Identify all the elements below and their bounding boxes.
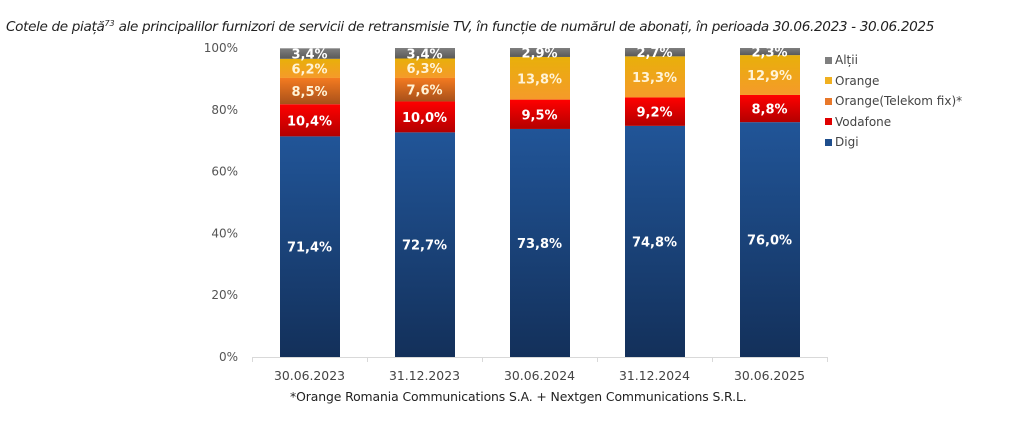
legend-item: Vodafone: [825, 112, 962, 133]
bar-segment-vodafone: [740, 94, 800, 123]
y-tick-label: 100%: [204, 41, 238, 55]
chart-title: Cotele de piață73 ale principalilor furn…: [6, 19, 1024, 35]
bar-segment-orange: [740, 55, 800, 95]
y-tick-label: 60%: [211, 165, 238, 179]
legend-swatch: [825, 138, 832, 146]
x-tick-label: 31.12.2023: [389, 368, 460, 383]
x-tick-label: 31.12.2024: [619, 368, 690, 383]
data-label: 74,8%: [632, 235, 677, 250]
data-label: 9,2%: [636, 106, 672, 121]
legend: Alții Orange Orange(Telekom fix)* Vodafone D…: [825, 50, 962, 153]
bar-stack: 71,4% 10,4% 8,5% 6,2%3,4%: [280, 48, 340, 357]
bar-segment-digi: [625, 125, 685, 357]
bar-segment-orange: [280, 58, 340, 78]
data-label: 2,3%: [751, 46, 787, 61]
bar-segment-al-ii: [625, 48, 685, 57]
bar-segment-orange-telekom-fix: [280, 77, 340, 105]
bar-segment-orange: [625, 56, 685, 98]
legend-label: Orange(Telekom fix)*: [835, 94, 963, 109]
legend-swatch: [825, 97, 832, 105]
bar-segment-al-ii: [280, 48, 340, 59]
bar-segment-digi: [395, 132, 455, 357]
footnote: *Orange Romania Communications S.A. + Ne…: [290, 389, 747, 404]
legend-item: Orange(Telekom fix)*: [825, 91, 962, 112]
bars: 71,4%10,4%8,5%6,2%3,4%72,7%10,0%7,6%6,3%…: [280, 46, 800, 357]
y-tick-label: 40%: [211, 226, 238, 240]
bar-segment-al-ii: [740, 48, 800, 56]
data-label: 9,5%: [521, 108, 557, 123]
data-label: 3,4%: [406, 47, 442, 62]
data-label: 2,9%: [521, 46, 557, 61]
bar-segment-orange: [510, 56, 570, 100]
x-tick-label: 30.06.2024: [504, 368, 575, 383]
bar-segment-digi: [740, 122, 800, 357]
y-axis: 0% 20% 40% 60% 80% 100%: [204, 41, 238, 364]
data-label: 12,9%: [747, 69, 792, 84]
bar-stack: 73,8% 9,5% 13,8% 2,9%: [510, 46, 570, 357]
bar-segment-al-ii: [510, 48, 570, 57]
bar-segment-orange-telekom-fix: [395, 77, 455, 102]
chart-title-rest: ale principalilor furnizori de servicii …: [114, 19, 935, 35]
data-label: 2,7%: [636, 46, 672, 61]
data-label: 8,8%: [751, 103, 787, 118]
data-label: 10,0%: [402, 111, 447, 126]
data-label: 6,3%: [406, 62, 442, 77]
legend-label: Alții: [835, 53, 858, 68]
bar-segment-digi: [280, 136, 340, 357]
bar-segment-vodafone: [510, 99, 570, 129]
data-label: 13,3%: [632, 71, 677, 86]
data-label: 72,7%: [402, 239, 447, 254]
bar-segment-al-ii: [395, 48, 455, 59]
x-tick-label: 30.06.2023: [274, 368, 345, 383]
legend-label: Digi: [835, 135, 859, 150]
data-label: 76,0%: [747, 234, 792, 249]
bar-segment-digi: [510, 128, 570, 357]
data-label: 6,2%: [291, 62, 327, 77]
data-label: 7,6%: [406, 84, 442, 99]
legend-item: Orange: [825, 71, 962, 92]
y-tick-label: 20%: [211, 288, 238, 302]
legend-label: Orange: [835, 73, 880, 88]
x-tick-label: 30.06.2025: [734, 368, 805, 383]
data-label: 10,4%: [287, 114, 332, 129]
bar-segment-vodafone: [625, 97, 685, 126]
legend-swatch: [825, 118, 832, 126]
data-label: 71,4%: [287, 241, 332, 256]
legend-item: Digi: [825, 132, 962, 153]
bar-segment-orange: [395, 58, 455, 78]
bar-stack: 74,8% 9,2% 13,3% 2,7%: [625, 46, 685, 357]
bar-segment-vodafone: [395, 101, 455, 133]
x-axis: 30.06.2023 31.12.2023 30.06.2024 31.12.2024…: [252, 357, 828, 383]
y-tick-label: 0%: [219, 350, 238, 364]
legend-item: Alții: [825, 50, 962, 71]
footnote-reference: 73: [104, 19, 115, 28]
data-label: 8,5%: [291, 85, 327, 100]
data-label: 13,8%: [517, 72, 562, 87]
legend-swatch: [825, 56, 832, 64]
data-label: 73,8%: [517, 237, 562, 252]
y-tick-label: 80%: [211, 103, 238, 117]
bar-stack: 76,0% 8,8% 12,9% 2,3%: [740, 46, 800, 357]
chart-title-main: Cotele de piață: [6, 19, 105, 35]
legend-label: Vodafone: [835, 114, 892, 129]
legend-swatch: [825, 77, 832, 85]
data-label: 3,4%: [291, 48, 327, 63]
bar-stack: 72,7% 10,0% 7,6% 6,3%3,4%: [395, 47, 455, 357]
bar-segment-vodafone: [280, 104, 340, 137]
